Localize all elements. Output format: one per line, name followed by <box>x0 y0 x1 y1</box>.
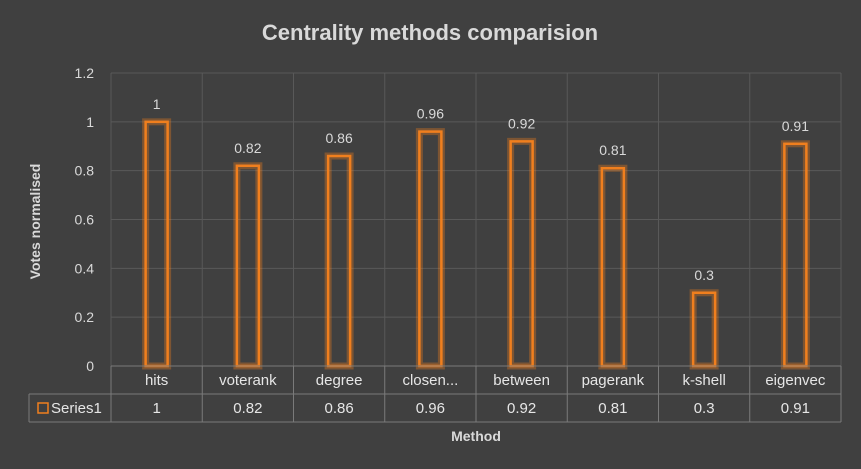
bar-glow <box>507 137 537 370</box>
data-label: 0.92 <box>508 115 535 131</box>
y-tick-label: 1 <box>86 114 94 130</box>
data-label: 0.82 <box>234 140 261 156</box>
data-labels: 1 0.82 0.86 0.96 0.92 0.81 0.3 0.91 <box>153 96 809 283</box>
data-label: 0.91 <box>782 118 809 134</box>
gridlines <box>110 72 842 366</box>
table-value: 0.86 <box>325 400 354 417</box>
bar-glow <box>142 118 172 370</box>
bar-glow <box>780 140 810 370</box>
data-label: 1 <box>153 96 161 112</box>
y-tick-labels: 0 0.2 0.4 0.6 0.8 1 1.2 <box>75 65 95 374</box>
y-tick-label: 0.4 <box>75 260 95 276</box>
legend-series-name: Series1 <box>51 400 102 417</box>
table-value: 1 <box>152 400 160 417</box>
category-label: hits <box>145 372 168 389</box>
data-label: 0.81 <box>599 142 626 158</box>
y-tick-label: 1.2 <box>75 65 95 81</box>
bar-glow <box>598 164 628 370</box>
data-label: 0.86 <box>326 130 353 146</box>
table-value: 0.91 <box>781 400 810 417</box>
table-value: 0.92 <box>507 400 536 417</box>
table-value: 0.81 <box>598 400 627 417</box>
chart-title: Centrality methods comparision <box>262 20 598 45</box>
category-label: eigenvec <box>765 372 826 389</box>
table-value: 0.96 <box>416 400 445 417</box>
data-label: 0.3 <box>694 267 714 283</box>
table-value: 0.82 <box>233 400 262 417</box>
category-label: k-shell <box>682 372 725 389</box>
category-label: closen... <box>402 372 458 389</box>
category-label: voterank <box>219 372 277 389</box>
table-value: 0.3 <box>694 400 715 417</box>
data-label: 0.96 <box>417 106 444 122</box>
bar-glow <box>233 162 263 370</box>
y-axis-title: Votes normalised <box>27 164 43 280</box>
category-label: degree <box>316 372 363 389</box>
bar-glow <box>415 128 445 370</box>
category-label: between <box>493 372 550 389</box>
bar-glow <box>689 289 719 370</box>
legend-key <box>37 402 49 414</box>
x-axis-title: Method <box>451 428 501 444</box>
y-tick-label: 0.2 <box>75 309 95 325</box>
y-tick-label: 0.8 <box>75 163 95 179</box>
category-label: pagerank <box>582 372 645 389</box>
y-tick-label: 0 <box>86 358 94 374</box>
data-table: hits 1 voterank 0.82 degree 0.86 closen... 0.96… <box>28 365 842 423</box>
bar-glow <box>324 152 354 370</box>
y-tick-label: 0.6 <box>75 212 95 228</box>
